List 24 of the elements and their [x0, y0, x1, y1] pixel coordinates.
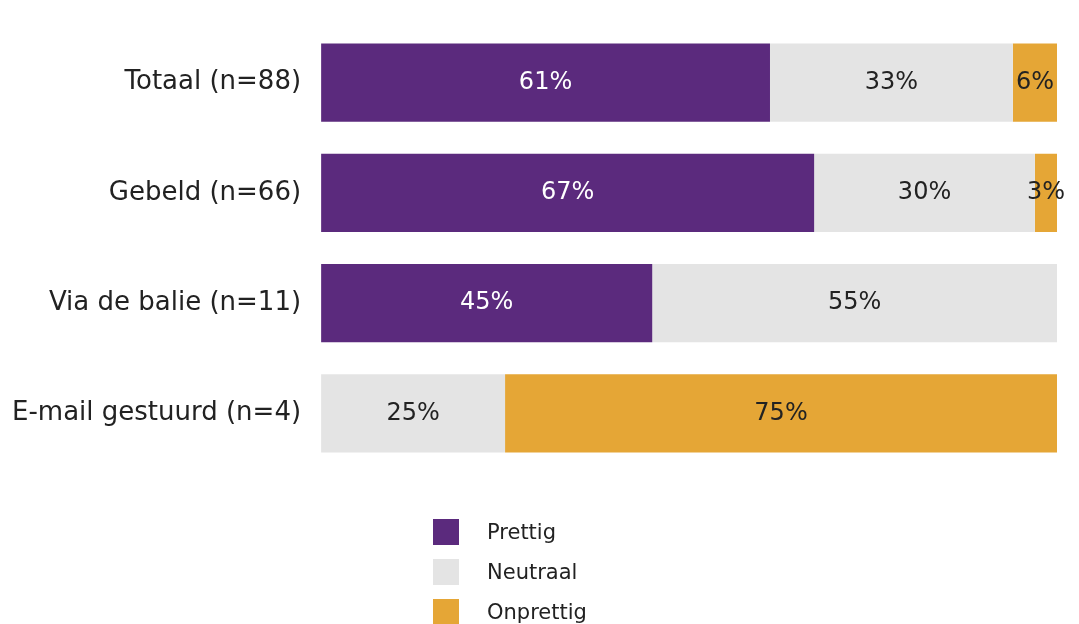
- data-label: 45%: [459, 287, 514, 316]
- bar: [321, 263, 653, 343]
- data-label: 33%: [864, 66, 919, 95]
- legend-label: Onprettig: [487, 600, 587, 624]
- data-label: 55%: [827, 287, 882, 316]
- bar: [652, 263, 1057, 343]
- bar: [321, 43, 770, 122]
- data-label: 61%: [518, 66, 573, 95]
- bar: [1012, 43, 1057, 122]
- bar: [505, 374, 1057, 453]
- data-label: 6%: [1015, 66, 1054, 95]
- y-tick-label: E-mail gestuurd (n=4): [11, 396, 302, 427]
- data-label: 75%: [754, 397, 808, 426]
- y-tick-label: Gebeld (n=66): [108, 175, 302, 206]
- data-label: 30%: [897, 177, 952, 206]
- y-tick-label: Totaal (n=88): [123, 65, 302, 96]
- legend-label: Neutraal: [487, 560, 578, 584]
- bar: [321, 153, 815, 233]
- legend-label: Prettig: [487, 520, 557, 544]
- y-tick-label: Via de balie (n=11): [48, 285, 302, 316]
- bar: [321, 374, 506, 453]
- data-label: 25%: [386, 397, 440, 426]
- bar: [769, 43, 1013, 122]
- data-label: 67%: [540, 177, 595, 206]
